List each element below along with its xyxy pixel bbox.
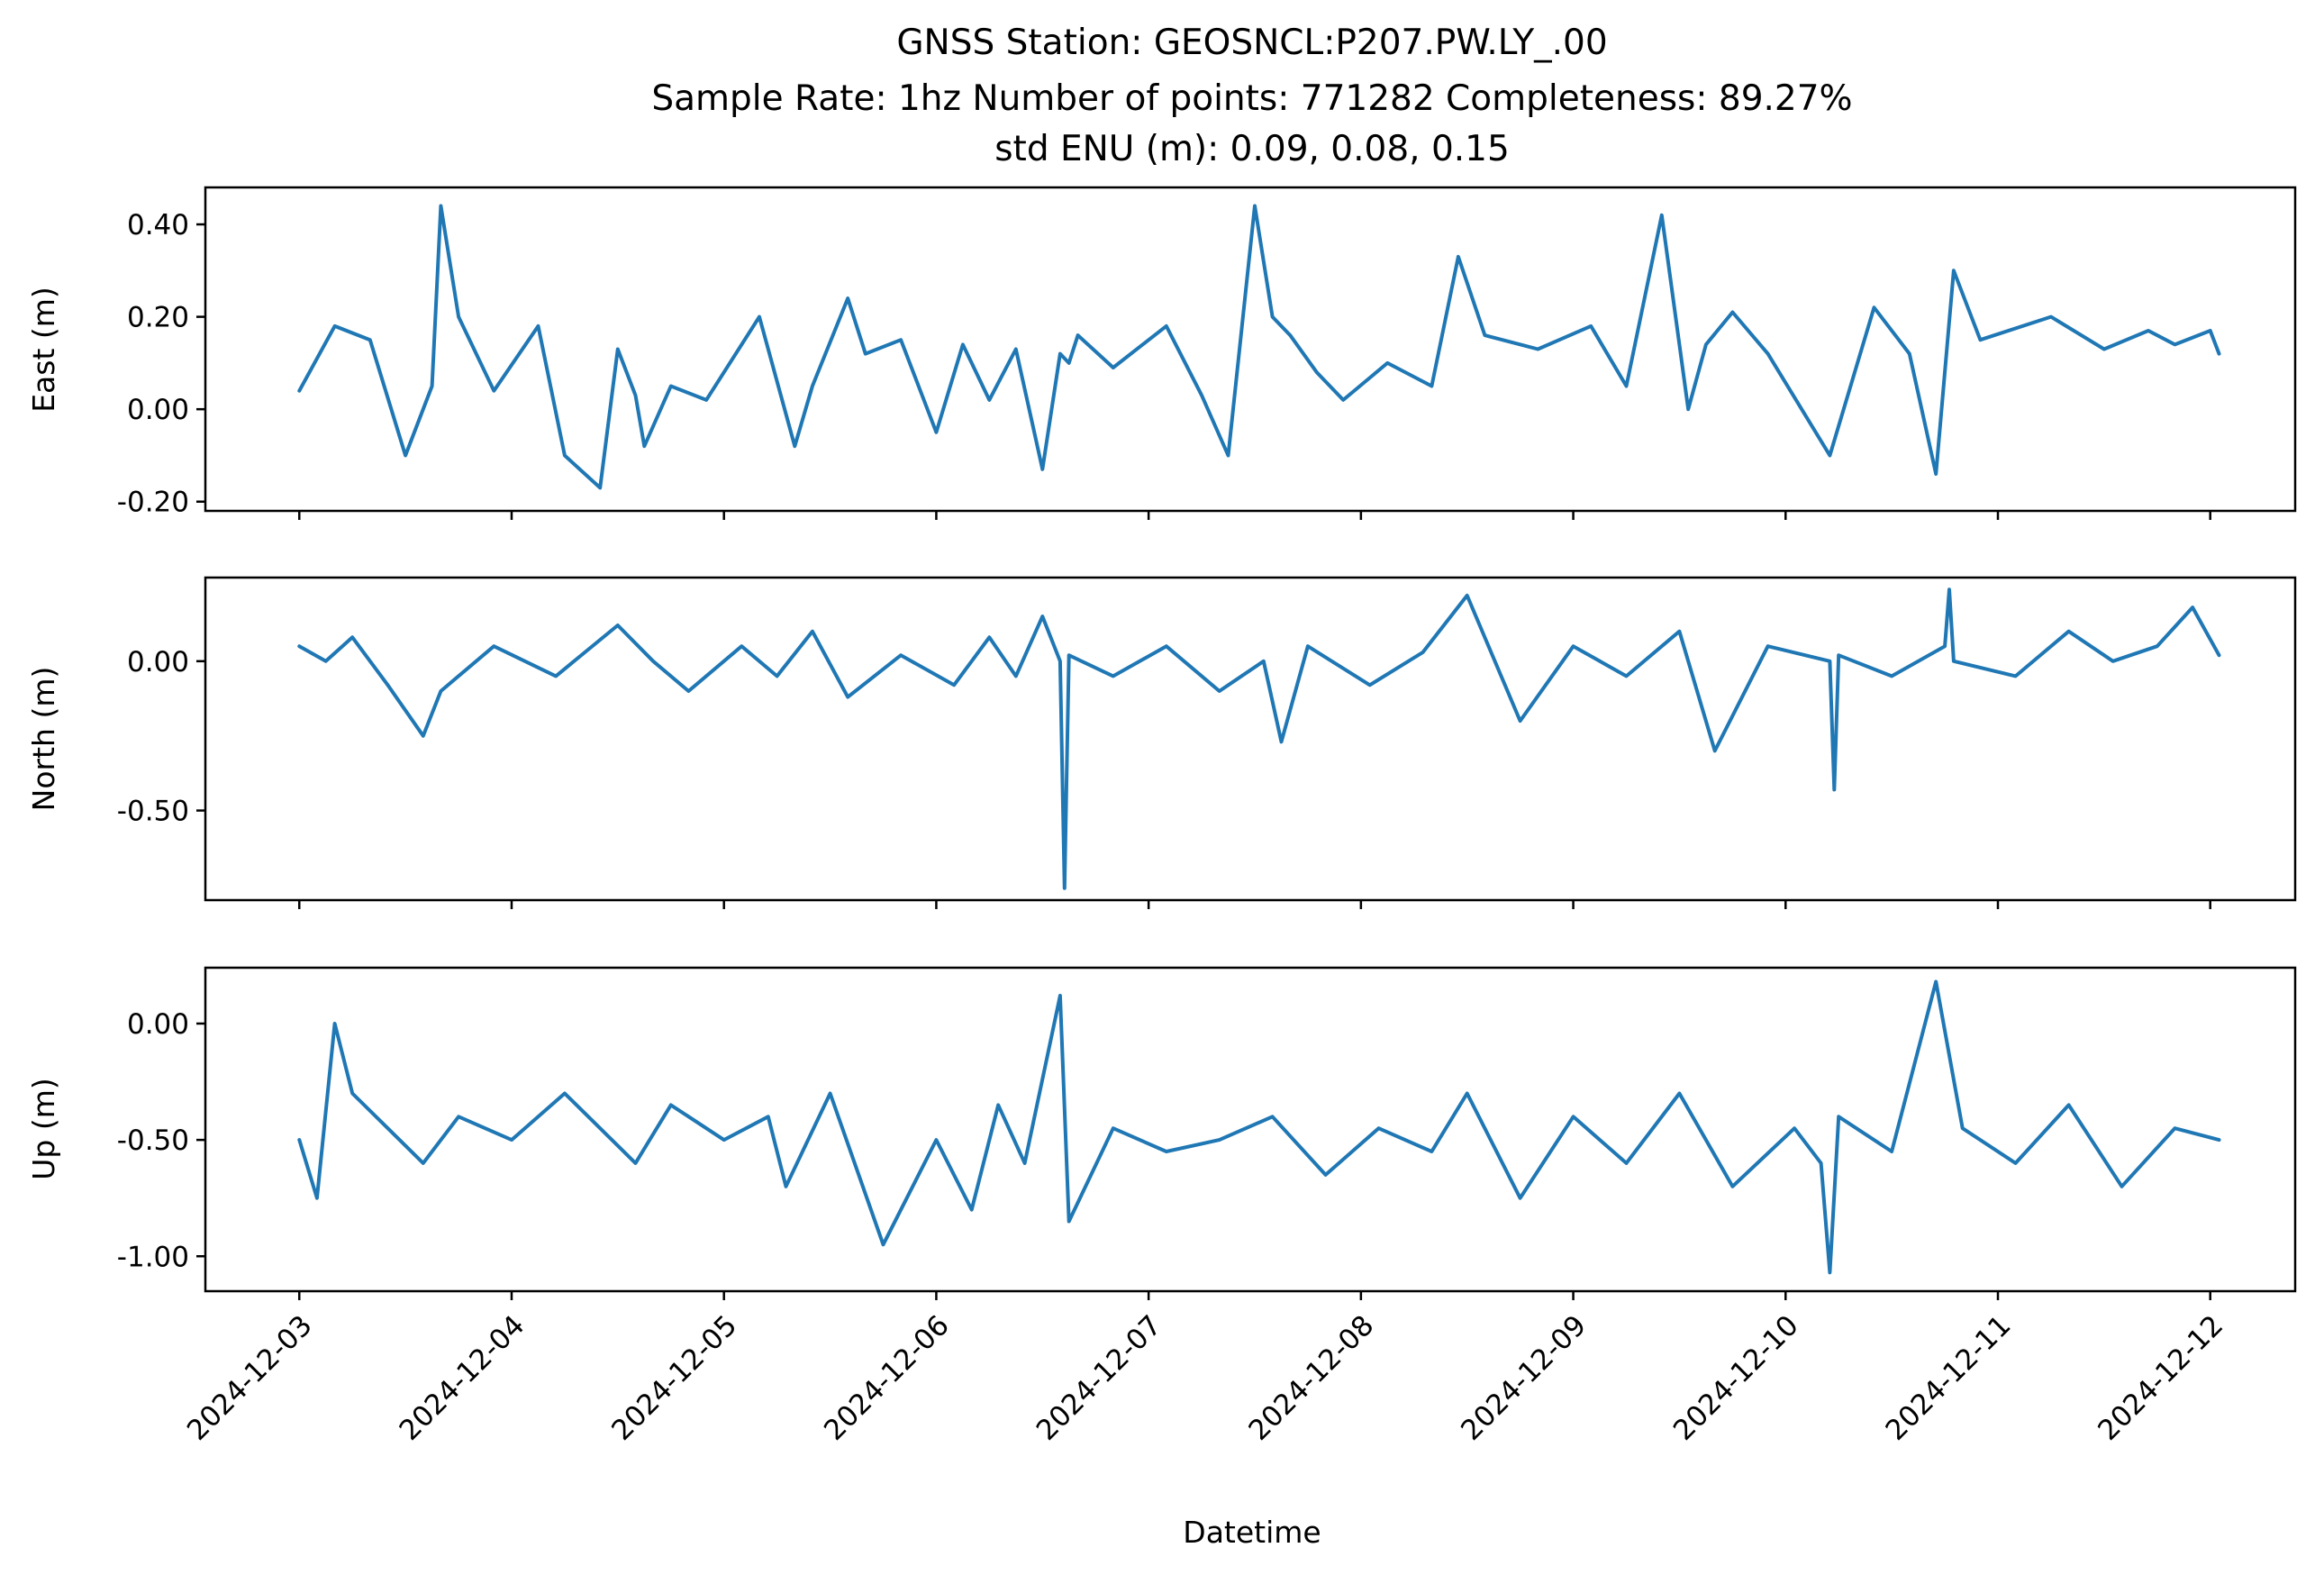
north-axes-frame	[204, 576, 2297, 902]
east-ytick-label: 0.40	[127, 209, 189, 241]
up-ylabel: Up (m)	[26, 1078, 61, 1180]
east-ytick-label: 0.20	[127, 302, 189, 334]
north-ytick-label: -0.50	[117, 796, 189, 828]
east-ytick-label: -0.20	[117, 487, 189, 519]
x-axis-label: Datetime	[1183, 1515, 1321, 1550]
east-ylabel: East (m)	[26, 287, 61, 413]
north-ytick-label: 0.00	[127, 646, 189, 678]
north-series-line	[297, 587, 2221, 890]
title-line-3: std ENU (m): 0.09, 0.08, 0.15	[994, 129, 1510, 169]
up-ytick-label: -0.50	[117, 1124, 189, 1157]
up-axes-frame	[204, 966, 2297, 1293]
up-series-line	[297, 979, 2221, 1275]
east-series-line	[297, 204, 2221, 490]
north-panel: North (m) 0.00 -0.50	[26, 576, 2297, 909]
east-axes-frame	[204, 186, 2297, 513]
east-panel: East (m) 0.40 0.20 0.00 -0.20	[26, 186, 2297, 520]
title-line-2: Sample Rate: 1hz Number of points: 77128…	[651, 78, 1852, 119]
title-line-1: GNSS Station: GEOSNCL:P207.PW.LY_.00	[896, 23, 1607, 63]
east-ytick-label: 0.00	[127, 394, 189, 426]
up-ytick-label: -1.00	[117, 1241, 189, 1273]
up-ytick-label: 0.00	[127, 1008, 189, 1041]
north-ylabel: North (m)	[26, 667, 61, 812]
